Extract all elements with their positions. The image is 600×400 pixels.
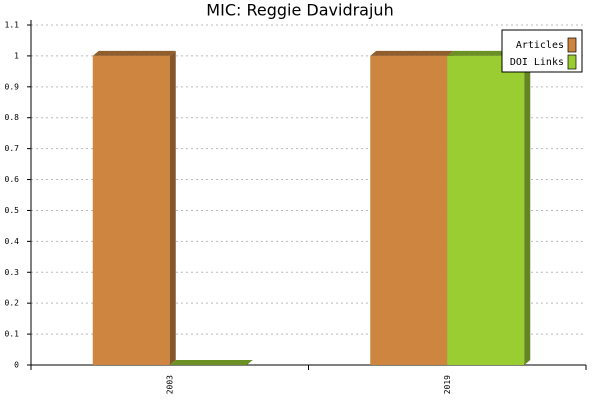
bar-front [447,55,525,366]
legend-swatch [567,37,577,53]
x-tick-label: 2019 [443,375,452,394]
y-tick-label: 0.8 [5,113,20,122]
y-tick-label: 0.9 [5,82,20,91]
bar [370,50,454,366]
bar [92,50,176,366]
legend-label: DOI Links [510,57,564,68]
bar [447,50,531,366]
y-tick-label: 0.5 [5,206,20,215]
y-tick-label: 0.1 [5,330,20,339]
bar-side [524,50,531,366]
chart-title: MIC: Reggie Davidrajuh [206,1,393,20]
bar-top [92,50,176,56]
y-tick-label: 0.2 [5,299,20,308]
bar-front [92,55,170,366]
x-tick-label: 2003 [165,375,174,394]
bar-front [370,55,448,366]
y-tick-label: 0.3 [5,268,20,277]
y-tick-label: 0 [14,361,19,370]
bar-top [370,50,454,56]
y-tick-label: 0.7 [5,144,20,153]
y-tick-label: 1.1 [5,21,20,30]
y-tick-label: 1 [14,51,19,60]
legend-swatch [567,54,577,70]
bar-side [169,50,176,366]
y-tick-label: 0.6 [5,175,20,184]
y-tick-label: 0.4 [5,237,20,246]
legend: Articles DOI Links [501,29,583,73]
bar-top [169,360,253,365]
bar [169,360,253,365]
legend-label: Articles [516,40,564,51]
